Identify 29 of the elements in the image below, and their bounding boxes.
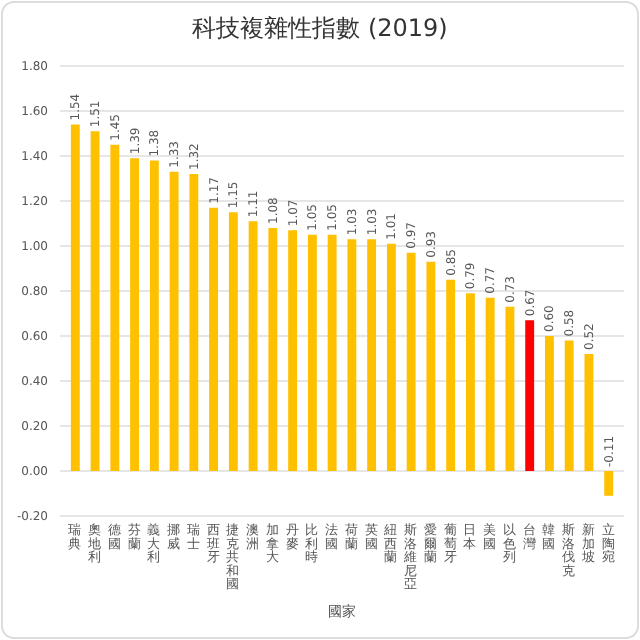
- bar: [288, 230, 298, 471]
- bar: [130, 158, 140, 471]
- bar: [465, 293, 475, 471]
- bar: [248, 221, 258, 471]
- bar: [386, 243, 396, 471]
- bar: [209, 207, 219, 471]
- bar: [604, 471, 614, 496]
- bar: [544, 336, 554, 471]
- bar: [90, 131, 100, 471]
- bar: [485, 297, 495, 471]
- bar: [149, 160, 159, 471]
- bar: [327, 234, 337, 471]
- bar: [584, 354, 594, 471]
- bar: [189, 174, 199, 471]
- bar: [525, 320, 535, 471]
- bar: [169, 171, 179, 471]
- bar: [347, 239, 357, 471]
- bar: [70, 124, 80, 471]
- bar: [228, 212, 238, 471]
- bar: [505, 306, 515, 471]
- bar: [307, 234, 317, 471]
- bar: [446, 279, 456, 471]
- bar: [268, 228, 278, 471]
- bar: [564, 340, 574, 471]
- bar: [110, 144, 120, 471]
- chart-title: 科技複雜性指數 (2019): [192, 14, 448, 42]
- bar: [367, 239, 377, 471]
- bar: [406, 252, 416, 471]
- bar: [426, 261, 436, 471]
